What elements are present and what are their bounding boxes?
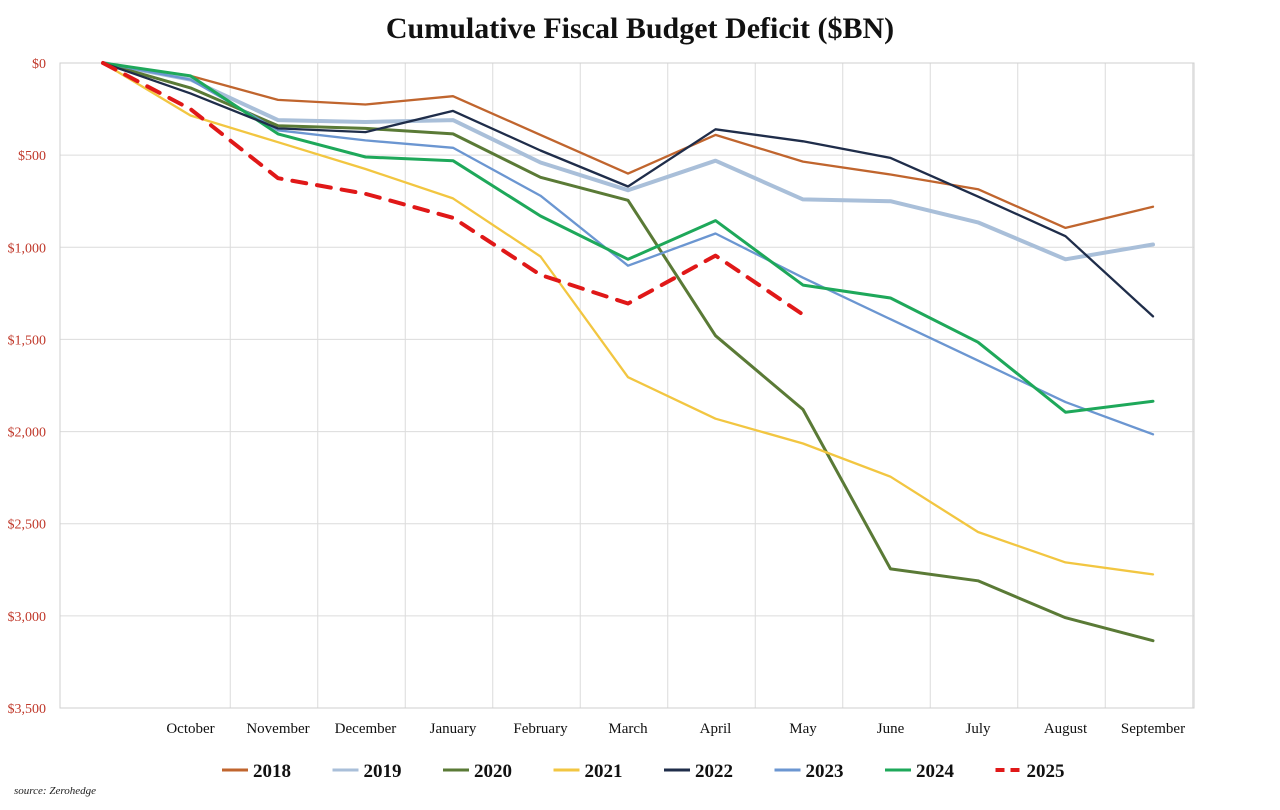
y-tick-label: $3,500 bbox=[8, 702, 47, 717]
legend-label: 2025 bbox=[1027, 761, 1065, 782]
series-line-2023 bbox=[101, 61, 1155, 436]
legend-label: 2018 bbox=[253, 761, 291, 782]
x-tick-label: May bbox=[789, 721, 817, 737]
legend-item-2020: 2020 bbox=[443, 761, 512, 782]
y-tick-label: $1,000 bbox=[8, 241, 47, 256]
legend: 2018 2019 2020 2021 2022 2023 2024 2025 bbox=[222, 761, 1065, 782]
x-tick-label: July bbox=[965, 721, 991, 737]
y-tick-label: $0 bbox=[32, 57, 46, 72]
series-line-2022 bbox=[101, 61, 1155, 318]
x-tick-label: April bbox=[700, 721, 732, 737]
legend-label: 2021 bbox=[585, 761, 623, 782]
legend-item-2022: 2022 bbox=[664, 761, 733, 782]
series-line-2019 bbox=[101, 61, 1155, 262]
x-tick-label: November bbox=[246, 721, 309, 737]
legend-label: 2020 bbox=[474, 761, 512, 782]
x-tick-label: August bbox=[1044, 721, 1088, 737]
y-tick-label: $2,000 bbox=[8, 426, 47, 441]
series-line-2025 bbox=[101, 61, 805, 317]
x-tick-label: December bbox=[335, 721, 397, 737]
series-line-2020 bbox=[101, 61, 1155, 643]
y-tick-label: $1,500 bbox=[8, 333, 47, 348]
series-line-2024 bbox=[101, 61, 1155, 414]
legend-label: 2024 bbox=[916, 761, 955, 782]
x-tick-label: January bbox=[430, 721, 477, 737]
x-tick-label: March bbox=[608, 721, 648, 737]
source-note: source: Zerohedge bbox=[14, 785, 96, 797]
legend-label: 2022 bbox=[695, 761, 733, 782]
legend-item-2023: 2023 bbox=[774, 761, 844, 782]
legend-label: 2019 bbox=[364, 761, 402, 782]
y-tick-label: $3,000 bbox=[8, 610, 47, 625]
x-tick-label: June bbox=[877, 721, 905, 737]
x-tick-label: September bbox=[1121, 721, 1185, 737]
legend-item-2019: 2019 bbox=[332, 761, 402, 782]
plot-frame bbox=[59, 62, 1195, 709]
legend-label: 2023 bbox=[806, 761, 844, 782]
series-lines bbox=[101, 61, 1155, 643]
x-axis: October November December January February Ma… bbox=[166, 721, 1185, 737]
legend-item-2018: 2018 bbox=[222, 761, 291, 782]
x-tick-label: October bbox=[166, 721, 214, 737]
legend-item-2024: 2024 bbox=[885, 761, 955, 782]
y-axis: $0 $500 $1,000 $1,500 $2,000 $2,500 $3,000 $3,5… bbox=[8, 57, 47, 717]
x-tick-label: February bbox=[513, 721, 568, 737]
chart-title: Cumulative Fiscal Budget Deficit ($BN) bbox=[386, 12, 894, 45]
legend-item-2025: 2025 bbox=[995, 761, 1065, 782]
y-tick-label: $2,500 bbox=[8, 518, 47, 533]
y-tick-label: $500 bbox=[18, 149, 46, 164]
legend-item-2021: 2021 bbox=[553, 761, 623, 782]
series-line-2018 bbox=[101, 61, 1155, 230]
series-line-2021 bbox=[101, 61, 1155, 576]
